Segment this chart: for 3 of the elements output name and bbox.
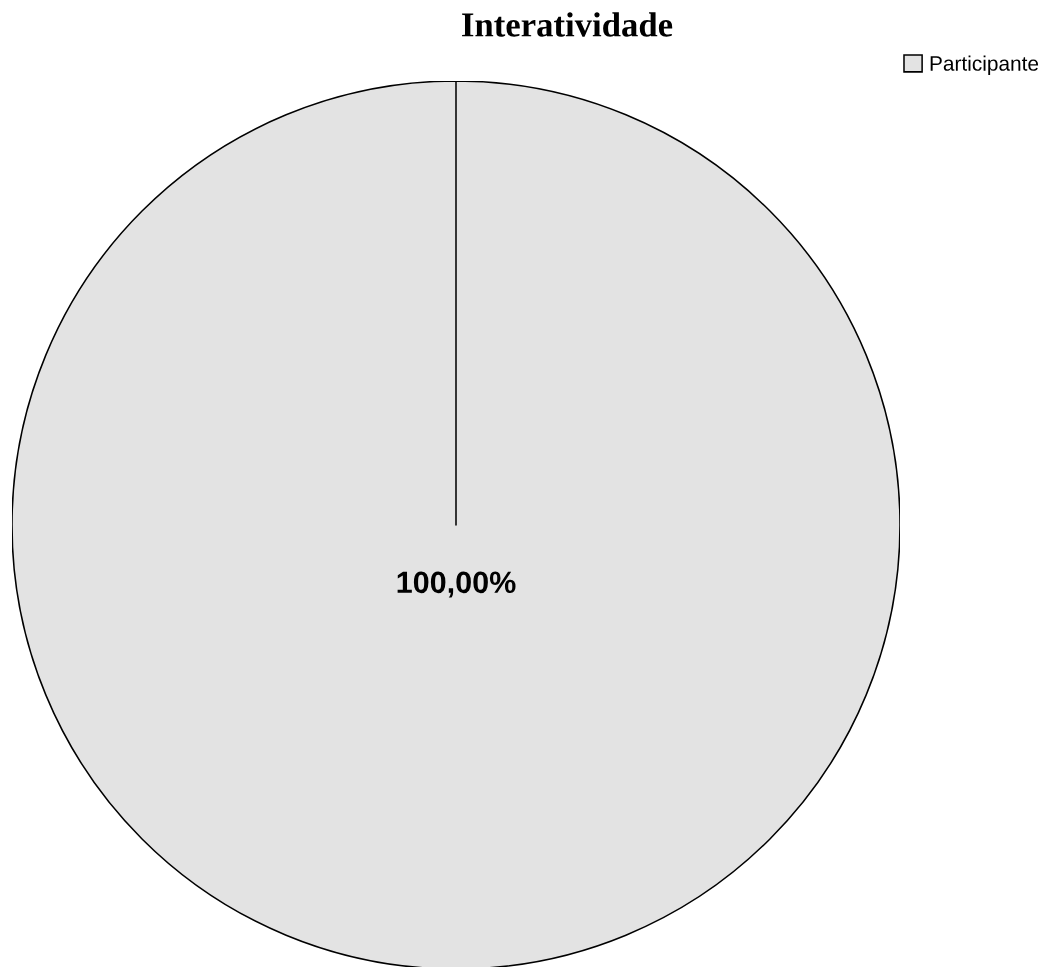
legend-label: Participante: [930, 55, 1039, 75]
data-label: 100,00%: [397, 571, 516, 598]
chart-title: Interatividade: [462, 12, 673, 37]
